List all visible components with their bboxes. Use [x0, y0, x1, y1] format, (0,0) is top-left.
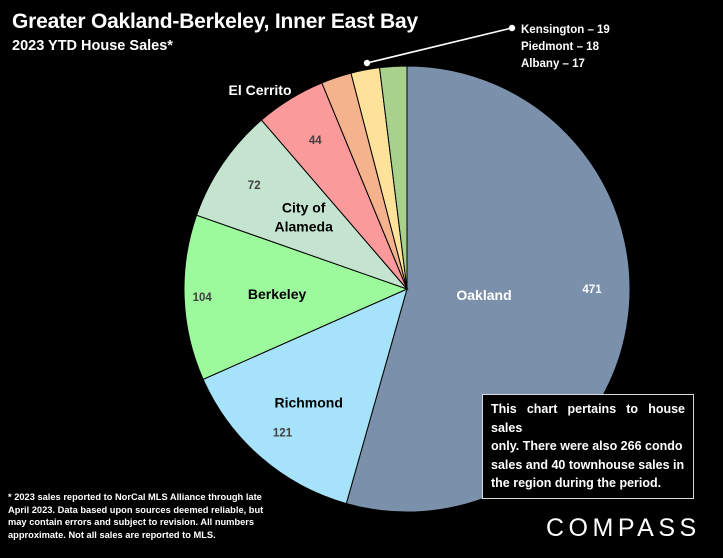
- slice-value-city-of-alameda: 72: [248, 180, 261, 192]
- slice-name-city-of-alameda: City of Alameda: [275, 200, 334, 235]
- info-note-line: only. There were also 266 condo: [491, 439, 683, 453]
- compass-logo: COMPASS: [546, 514, 701, 542]
- callout-dot: [363, 59, 371, 67]
- info-note-box: This chart pertains to house sales only.…: [482, 394, 694, 499]
- slice-name-richmond: Richmond: [274, 394, 342, 410]
- footnote: * 2023 sales reported to NorCal MLS Alli…: [8, 491, 298, 541]
- pie-slice-albany: [379, 65, 408, 290]
- slice-value-berkeley: 104: [193, 292, 213, 304]
- pie-slice-berkeley: [183, 214, 409, 381]
- footnote-line: * 2023 sales reported to NorCal MLS Alli…: [8, 492, 262, 502]
- slice-name-oakland: Oakland: [456, 287, 511, 303]
- pie-slice-richmond: [202, 288, 408, 505]
- footnote-line: April 2023. Data based upon sources deem…: [8, 504, 264, 515]
- info-note-line: the region during the period.: [491, 476, 662, 490]
- slice-name-el-cerrito: El Cerrito: [228, 82, 291, 98]
- callout-albany: Albany – 17: [521, 58, 585, 70]
- slice-name-berkeley: Berkeley: [248, 286, 307, 302]
- slice-value-richmond: 121: [273, 428, 293, 440]
- info-note-line: sales and 40 townhouse sales in: [491, 457, 685, 472]
- callout-kensington: Kensington – 19: [521, 24, 610, 36]
- pie-slice-city-of-alameda: [195, 119, 409, 291]
- info-note-line: This chart pertains to house sales: [491, 402, 685, 435]
- chart-subtitle: 2023 YTD House Sales*: [12, 38, 173, 54]
- callout-dot: [508, 24, 516, 32]
- small-slices-callout: Kensington – 19 Piedmont – 18 Albany – 1…: [521, 22, 610, 73]
- slice-value-el-cerrito: 44: [309, 135, 322, 147]
- footnote-line: may contain errors and subject to revisi…: [8, 517, 255, 527]
- chart-title: Greater Oakland-Berkeley, Inner East Bay: [12, 10, 418, 33]
- footnote-line: approximate. Not all sales are reported …: [8, 529, 216, 540]
- slice-value-oakland: 471: [582, 284, 602, 296]
- callout-piedmont: Piedmont – 18: [521, 41, 599, 53]
- callout-leader-line: [366, 27, 513, 64]
